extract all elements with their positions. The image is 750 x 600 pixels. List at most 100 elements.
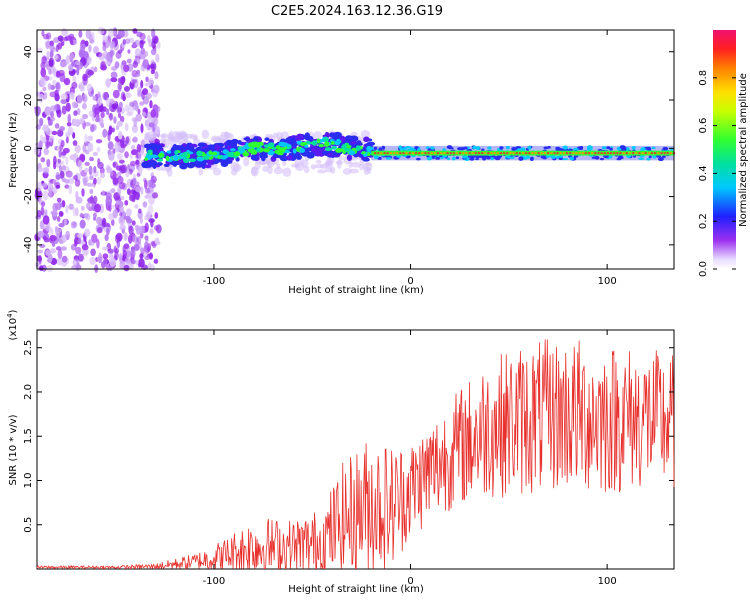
spectrum-noise-blob [52,202,58,212]
spectrum-noise-blob [65,230,71,240]
spectrum-blob [344,135,354,142]
spectrum-core-point [480,152,484,155]
spectrum-noise-blob [129,160,137,167]
spectrum-noise-blob [144,82,151,87]
spectrum-noise-blob [141,90,145,100]
spectrum-noise-blob [45,249,51,256]
spectrum-band-blob [540,155,545,159]
spectrum-band-blob [518,156,524,161]
spectrum-noise-blob [153,258,159,264]
spectrum-halo-blob [273,167,284,175]
spectrum-halo-blob [159,138,167,143]
spectrum-blob [339,135,346,143]
spectrum-noise-blob [150,63,156,70]
spectrum-noise-blob [97,26,105,35]
spectrum-band-blob [609,147,613,151]
spectrum-noise-blob [56,216,61,223]
spectrum-band-blob [579,145,584,151]
spectrum-noise-blob [144,235,149,241]
spectrum-core-point [477,152,481,155]
spectrum-noise-blob [42,235,47,240]
spectrum-noise-blob [114,61,120,69]
spectrum-noise-blob [77,236,82,245]
spectrum-band-blob [646,157,651,161]
spectrum-core-point [389,152,393,155]
spectrum-band-blob [547,145,551,149]
spectrum-core-point [647,152,651,155]
spectrum-band-blob [475,146,481,151]
spectrum-noise-blob [100,64,107,71]
spectrum-noise-blob [74,144,81,154]
spectrum-noise-blob [72,75,77,84]
spectrum-noise-blob [59,202,63,208]
spectrum-band-blob [530,156,534,162]
spectrum-core-point [506,152,509,155]
spectrum-noise-blob [120,78,125,86]
spectrum-noise-blob [139,217,143,224]
x-tick-label: 0 [407,276,413,287]
spectrum-peak-blob [230,148,236,152]
spectrum-core-point [493,152,496,155]
colorbar-tick-label: 0.0 [698,261,709,277]
spectrum-noise-blob [112,209,118,219]
spectrum-band-blob [416,148,421,152]
spectrum-halo-blob [338,155,344,161]
spectrum-noise-blob [53,155,57,166]
spectrum-noise-blob [139,225,145,234]
spectrum-core-point [518,152,522,155]
spectrum-noise-blob [40,93,44,99]
spectrogram-y-axis-label: Frequency (Hz) [8,112,19,188]
spectrum-noise-blob [149,228,154,235]
spectrum-noise-blob [111,103,119,110]
spectrum-noise-blob [39,117,44,127]
spectrum-noise-blob [70,61,76,67]
spectrum-noise-blob [118,131,123,140]
spectrum-blob [253,136,259,143]
spectrum-halo-blob [250,166,259,177]
y-tick-label: 20 [23,94,34,107]
colorbar: 0.0 0.2 0.4 0.6 0.8 Normalized spectral ampl… [698,30,749,277]
spectrum-noise-blob [150,264,155,272]
spectrum-band-blob [472,154,477,158]
spectrum-noise-blob [74,240,78,247]
spectrum-noise-blob [37,167,45,172]
spectrum-band-blob [606,146,611,150]
spectrum-noise-blob [140,47,146,55]
spectrum-band-blob [562,145,568,150]
snr-y-axis-label: SNR (10 * v/v) [8,414,19,485]
snr-panel: -100 0 100 0.5 1.0 1.5 2.0 2.5 Height of strai… [6,309,675,595]
spectrum-halo-blob [326,156,333,167]
spectrum-noise-blob [113,116,117,124]
spectrum-noise-blob [45,40,52,48]
spectrum-noise-blob [70,221,77,229]
spectrum-peak-blob [323,136,330,142]
spectrum-noise-blob [97,97,103,106]
spectrum-band-blob [661,155,666,159]
spectrum-blob [317,149,322,154]
spectrum-noise-blob [135,159,140,165]
spectrum-blob [304,132,310,139]
spectrum-noise-blob [102,246,109,251]
spectrum-halo-blob [212,136,222,143]
spectrum-noise-blob [57,249,63,259]
spectrum-core-point [628,152,632,155]
spectrum-noise-blob [85,29,92,39]
spectrum-noise-blob [98,117,104,126]
snr-x-ticks: -100 0 100 [203,330,617,587]
spectrum-peak-blob [263,144,269,148]
spectrum-noise-blob [144,255,151,261]
spectrum-band-blob [475,154,480,159]
spectrum-peak-blob [166,150,172,154]
spectrum-halo-blob [350,131,358,138]
spectrum-halo-blob [360,129,371,139]
spectrum-band-blob [520,147,526,152]
spectrum-noise-blob [59,61,67,68]
spectrum-core-point [594,152,597,155]
spectrum-noise-blob [134,48,141,57]
spectrum-noise-blob [86,56,92,65]
spectrum-core-point [543,152,547,155]
spectrum-noise-blob [69,92,75,100]
spectrum-halo-blob [282,167,292,177]
spectrum-band-blob [562,158,569,161]
y-tick-label: 1.0 [23,473,34,489]
